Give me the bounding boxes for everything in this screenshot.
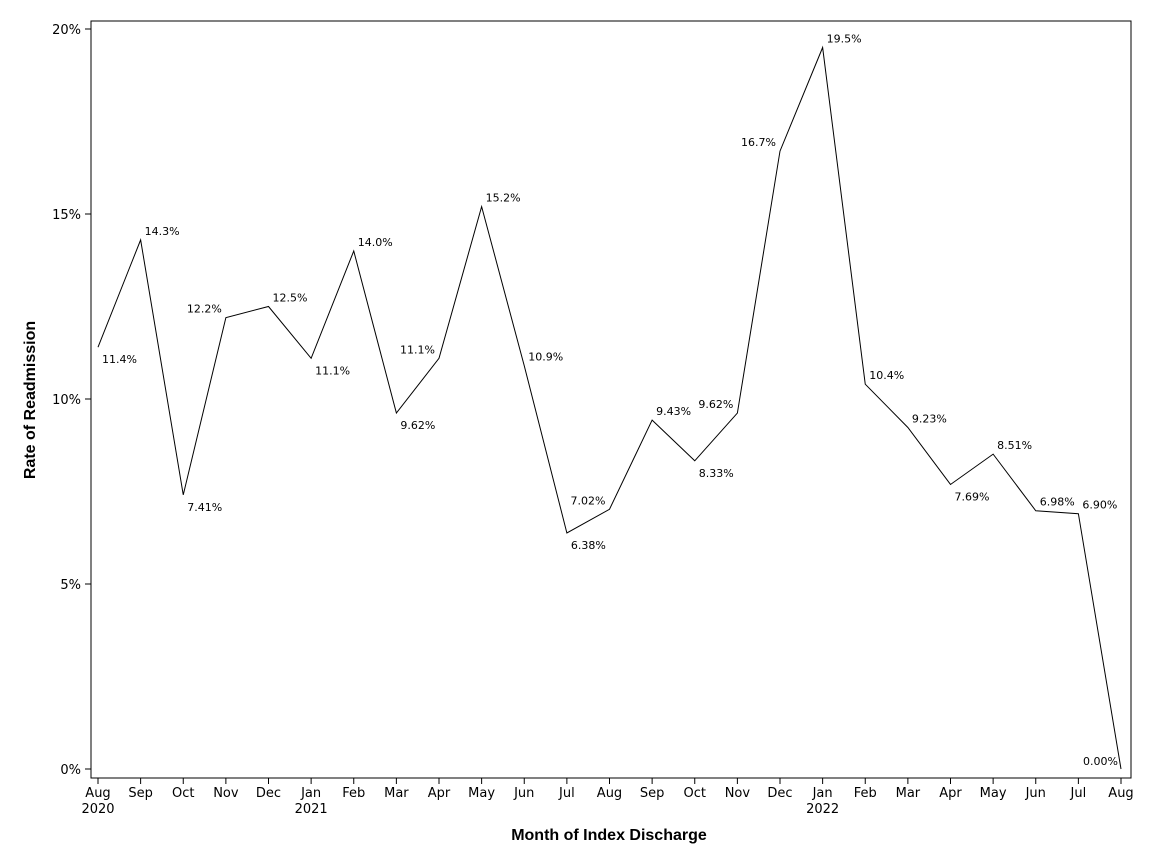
x-tick-label: Oct (172, 786, 194, 801)
series-line-readmission-rate (97, 45, 1122, 770)
x-tick-label: Nov (725, 786, 751, 801)
data-label: 11.1% (400, 343, 435, 356)
data-label: 8.33% (699, 467, 734, 480)
x-tick-label: Feb (342, 786, 365, 801)
data-label: 9.62% (400, 419, 435, 432)
data-label: 19.5% (827, 33, 862, 46)
x-tick-label: Aug (85, 786, 110, 801)
x-tick-label: Mar (384, 786, 409, 801)
x-tick-label: Apr (428, 786, 451, 801)
data-label: 14.0% (358, 236, 393, 249)
data-label: 8.51% (997, 439, 1032, 452)
data-label: 10.4% (869, 369, 904, 382)
data-labels: 11.4% 14.3% 7.41% 12.2% 12.5% 11.1% 14.0% 9.62%… (97, 33, 1122, 770)
data-label: 11.1% (315, 364, 350, 377)
data-label: 6.90% (1082, 499, 1117, 512)
x-tick-label: Jun (1025, 786, 1046, 801)
x-tick-label: Jul (1070, 786, 1087, 801)
x-tick-label: Aug (1108, 786, 1133, 801)
x-tick-label: Nov (213, 786, 239, 801)
y-tick-label: 10% (52, 393, 81, 408)
y-tick-label: 5% (60, 578, 81, 593)
data-label: 7.69% (955, 490, 990, 503)
data-label: 7.02% (571, 494, 606, 507)
y-tick-label: 0% (60, 763, 81, 778)
data-label: 16.7% (741, 136, 776, 149)
data-label: 9.43% (656, 405, 691, 418)
data-label: 12.2% (187, 303, 222, 316)
x-axis-title: Month of Index Discharge (511, 827, 707, 844)
x-tick-label: Jan (812, 786, 833, 801)
x-tick-label: Dec (767, 786, 792, 801)
x-year-label: 2022 (806, 802, 839, 817)
x-tick-label: Jan (300, 786, 321, 801)
x-tick-label: May (468, 786, 495, 801)
data-label: 9.62% (698, 398, 733, 411)
x-tick-label: May (980, 786, 1007, 801)
x-tick-label: Mar (896, 786, 921, 801)
data-label: 6.98% (1040, 496, 1075, 509)
x-tick-label: Sep (640, 786, 665, 801)
data-label: 12.5% (273, 292, 308, 305)
x-tick-label: Oct (684, 786, 706, 801)
data-label: 9.23% (912, 412, 947, 425)
plot-frame (90, 20, 1132, 779)
x-year-label: 2020 (81, 802, 114, 817)
data-label: 6.38% (571, 539, 606, 552)
x-tick-label: Dec (256, 786, 281, 801)
data-label: 0.00% (1083, 755, 1118, 768)
x-tick-label: Sep (128, 786, 153, 801)
x-tick-label: Jun (513, 786, 534, 801)
data-label: 10.9% (528, 351, 563, 364)
data-label: 14.3% (145, 225, 180, 238)
x-tick-label: Jul (558, 786, 575, 801)
data-label: 15.2% (486, 192, 521, 205)
y-tick-label: 15% (52, 208, 81, 223)
x-tick-label: Apr (939, 786, 962, 801)
x-tick-label: Aug (597, 786, 622, 801)
y-axis: 0% 5% 10% 15% 20% (52, 23, 91, 778)
x-tick-label: Feb (854, 786, 877, 801)
y-tick-label: 20% (52, 23, 81, 38)
data-label: 11.4% (102, 353, 137, 366)
data-label: 7.41% (187, 501, 222, 514)
y-axis-title: Rate of Readmission (22, 321, 39, 479)
x-year-label: 2021 (295, 802, 328, 817)
